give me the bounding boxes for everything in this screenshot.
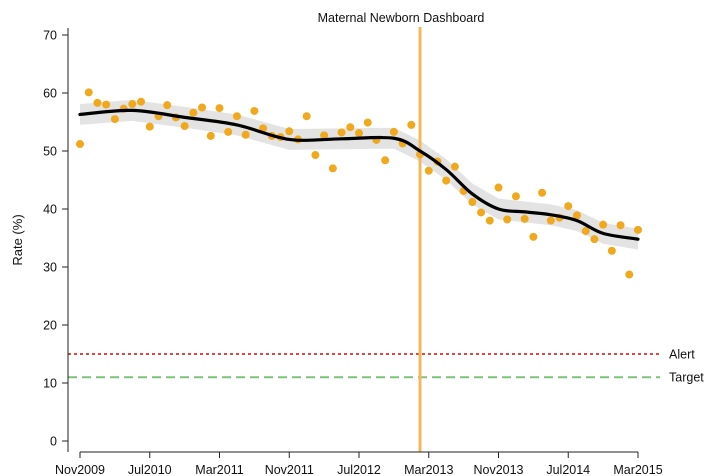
data-point	[302, 112, 311, 121]
data-point	[206, 131, 215, 140]
reference-line-layer: Alert Target	[68, 348, 704, 385]
data-point	[468, 198, 477, 207]
x-tick-label: Mar2015	[613, 463, 662, 476]
data-point	[198, 103, 207, 112]
data-point	[215, 104, 224, 113]
y-tick-label: 20	[43, 319, 57, 333]
data-point	[511, 192, 520, 201]
x-tick-label: Mar2011	[195, 463, 243, 476]
confidence-band-layer	[80, 99, 638, 250]
y-tick-layer: 0 10 20 30 40 50 60 70	[43, 29, 68, 449]
data-point	[564, 202, 573, 211]
x-tick-layer: Nov2009 Jul2010 Mar2011 Nov2011 Jul2012 Mar20…	[55, 452, 663, 476]
data-point	[607, 246, 616, 255]
data-point	[241, 130, 250, 139]
data-point	[538, 188, 547, 197]
data-point	[224, 127, 233, 136]
data-point	[381, 156, 390, 165]
data-point	[337, 128, 346, 137]
data-point	[189, 108, 198, 117]
trend-line	[78, 108, 640, 241]
data-points-layer	[76, 88, 642, 279]
x-tick-label: Nov2011	[265, 463, 314, 476]
data-point	[599, 220, 608, 229]
data-point	[76, 140, 84, 149]
x-tick-label: Jul2014	[546, 463, 590, 476]
data-point	[546, 216, 555, 225]
y-tick-label: 50	[43, 145, 57, 159]
data-point	[145, 122, 154, 131]
data-point	[137, 97, 146, 106]
data-point	[232, 112, 241, 121]
data-point	[477, 208, 486, 217]
x-tick-label: Jul2010	[128, 463, 172, 476]
chart-title: Maternal Newborn Dashboard	[318, 11, 485, 25]
data-point	[442, 176, 451, 185]
x-tick-label: Mar2013	[404, 463, 453, 476]
x-tick-label: Nov2013	[473, 463, 523, 476]
data-point	[84, 88, 93, 97]
data-point	[634, 225, 642, 234]
data-point	[581, 227, 590, 236]
y-tick-label: 10	[43, 377, 57, 391]
data-point	[285, 127, 294, 136]
y-tick-label: 0	[50, 435, 57, 449]
data-point	[110, 115, 119, 124]
y-tick-label: 40	[43, 203, 57, 217]
data-point	[180, 122, 189, 131]
data-point	[485, 216, 494, 225]
data-point	[320, 131, 329, 140]
data-point	[450, 162, 459, 171]
data-point	[494, 183, 503, 192]
y-tick-label: 70	[43, 29, 57, 43]
y-tick-label: 30	[43, 261, 57, 275]
data-point	[128, 100, 137, 109]
data-point	[250, 106, 259, 115]
data-point	[311, 151, 320, 160]
data-point	[503, 215, 512, 224]
data-point	[163, 101, 172, 110]
x-tick-label: Nov2009	[55, 463, 105, 476]
confidence-band	[80, 99, 638, 250]
data-point	[355, 129, 363, 138]
y-axis-label: Rate (%)	[10, 214, 25, 265]
data-point	[328, 164, 337, 173]
trend-line-layer	[78, 108, 640, 241]
data-point	[529, 232, 538, 241]
data-point	[102, 100, 111, 109]
data-point	[590, 235, 599, 244]
data-point	[424, 166, 433, 175]
data-point	[520, 214, 529, 223]
x-tick-label: Jul2012	[337, 463, 381, 476]
data-point	[407, 120, 416, 129]
data-point	[346, 123, 355, 132]
data-point	[93, 98, 102, 107]
reference-label-alert: Alert	[669, 348, 695, 362]
reference-label-target: Target	[669, 371, 704, 385]
data-point	[625, 270, 634, 279]
data-point	[363, 118, 372, 127]
y-tick-label: 60	[43, 87, 57, 101]
data-point	[616, 221, 625, 230]
data-point	[389, 127, 398, 136]
data-point	[572, 211, 581, 220]
